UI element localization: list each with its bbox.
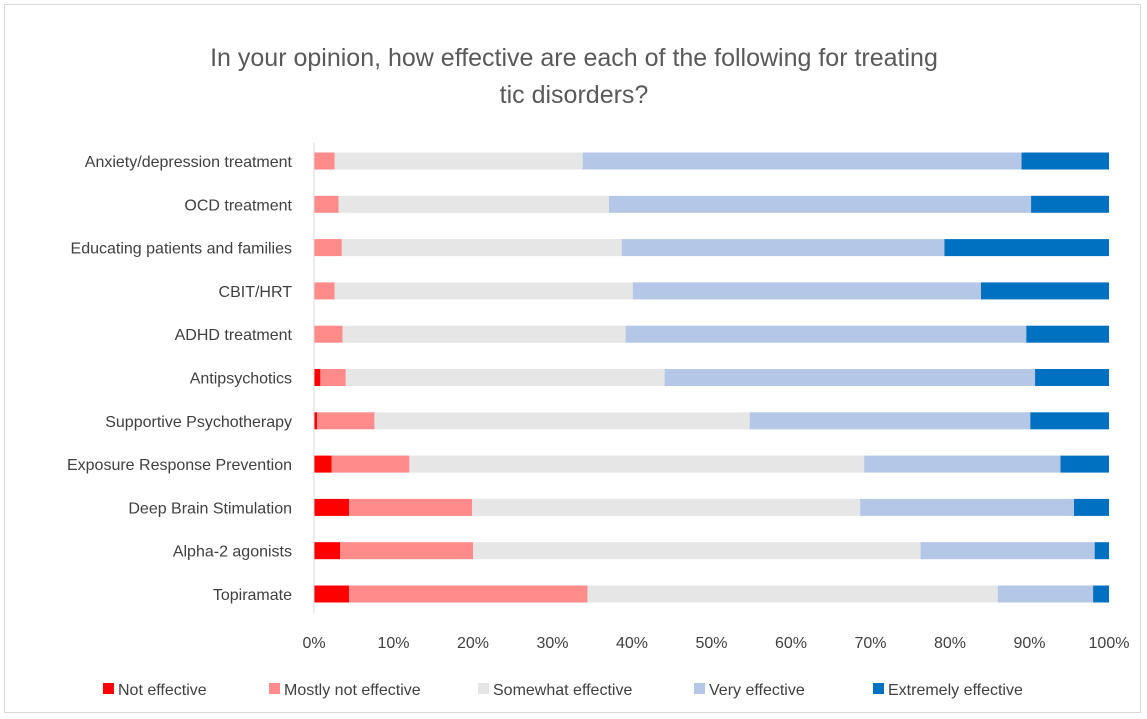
bar-segment	[314, 412, 318, 430]
bar-segment	[1074, 498, 1109, 516]
x-axis: 0% 10% 20% 30% 40% 50% 60% 70% 80% 90% 100%	[302, 143, 1129, 652]
bar-segment	[340, 542, 473, 560]
category-label: CBIT/HRT	[219, 284, 293, 301]
bar-segment	[1060, 455, 1109, 473]
legend: Not effective Mostly not effective Somewha…	[103, 682, 1023, 699]
bar-segment	[664, 369, 1036, 386]
bar-segment	[320, 369, 346, 386]
category-labels: Anxiety/depression treatment OCD treatmen…	[67, 154, 293, 604]
legend-swatch	[694, 683, 705, 694]
category-label: Antipsychotics	[190, 371, 292, 388]
x-tick-label: 10%	[377, 635, 409, 652]
legend-label: Extremely effective	[888, 682, 1023, 699]
bar-segment	[342, 325, 626, 343]
bar-segment	[314, 325, 343, 343]
bar-segment	[314, 585, 349, 603]
x-tick-label: 90%	[1013, 635, 1045, 652]
bar-segment	[625, 325, 1027, 343]
category-label: Deep Brain Stimulation	[128, 500, 292, 517]
category-label: Alpha-2 agonists	[173, 544, 292, 561]
bar-segment	[473, 542, 921, 560]
bar-segment	[864, 455, 1061, 473]
bar-segment	[338, 195, 609, 213]
bar-segment	[345, 369, 665, 386]
bar-segment	[472, 498, 861, 516]
bar-segment	[314, 498, 349, 516]
bar-segment	[334, 152, 583, 170]
x-tick-label: 100%	[1089, 635, 1130, 652]
bar-segment	[1035, 369, 1109, 386]
bar-segment	[1031, 195, 1109, 213]
category-label: Anxiety/depression treatment	[85, 154, 293, 171]
bar-segment	[317, 412, 375, 430]
bar-segment	[860, 498, 1075, 516]
legend-swatch	[103, 683, 114, 694]
legend-label: Mostly not effective	[284, 682, 421, 699]
bar-segment	[1093, 585, 1109, 603]
category-label: Educating patients and families	[71, 241, 292, 258]
bar-segment	[582, 152, 1022, 170]
x-tick-label: 20%	[457, 635, 489, 652]
legend-swatch	[873, 683, 884, 694]
bar-segment	[314, 369, 321, 386]
x-tick-label: 50%	[695, 635, 727, 652]
legend-label: Somewhat effective	[493, 682, 632, 699]
bar-segment	[314, 152, 335, 170]
bar-segment	[920, 542, 1095, 560]
chart-title: In your opinion, how effective are each …	[210, 44, 938, 109]
bar-segment	[314, 239, 342, 257]
category-label: ADHD treatment	[175, 327, 293, 344]
bar-segment	[348, 585, 588, 603]
bar-segment	[608, 195, 1032, 213]
bar-segment	[409, 455, 865, 473]
bar-segment	[331, 455, 410, 473]
bar-segment	[1026, 325, 1109, 343]
bar-segment	[314, 542, 341, 560]
bar-segment	[997, 585, 1094, 603]
legend-swatch	[269, 683, 280, 694]
bar-segment	[314, 195, 339, 213]
legend-label: Very effective	[709, 682, 805, 699]
x-tick-label: 30%	[536, 635, 568, 652]
x-tick-label: 40%	[616, 635, 648, 652]
bar-segment	[334, 282, 633, 300]
bar-segment	[341, 239, 622, 257]
category-label: Supportive Psychotherapy	[105, 414, 292, 431]
bar-segment	[1021, 152, 1109, 170]
category-label: Topiramate	[213, 587, 292, 604]
bar-segment	[981, 282, 1109, 300]
x-tick-label: 80%	[934, 635, 966, 652]
chart-title-line: tic disorders?	[500, 81, 649, 109]
bar-segment	[621, 239, 945, 257]
bar-segment	[632, 282, 982, 300]
bars	[314, 152, 1109, 603]
bar-segment	[1030, 412, 1109, 430]
bar-segment	[1094, 542, 1109, 560]
category-label: OCD treatment	[184, 197, 292, 214]
legend-swatch	[478, 683, 489, 694]
bar-segment	[314, 455, 332, 473]
x-tick-label: 60%	[775, 635, 807, 652]
x-tick-label: 0%	[302, 635, 325, 652]
x-tick-label: 70%	[854, 635, 886, 652]
legend-label: Not effective	[118, 682, 207, 699]
category-label: Exposure Response Prevention	[67, 457, 292, 474]
bar-segment	[749, 412, 1031, 430]
bar-segment	[314, 282, 335, 300]
chart-title-line: In your opinion, how effective are each …	[210, 44, 938, 72]
bar-segment	[374, 412, 750, 430]
bar-segment	[587, 585, 998, 603]
bar-segment	[944, 239, 1109, 257]
bar-segment	[348, 498, 473, 516]
